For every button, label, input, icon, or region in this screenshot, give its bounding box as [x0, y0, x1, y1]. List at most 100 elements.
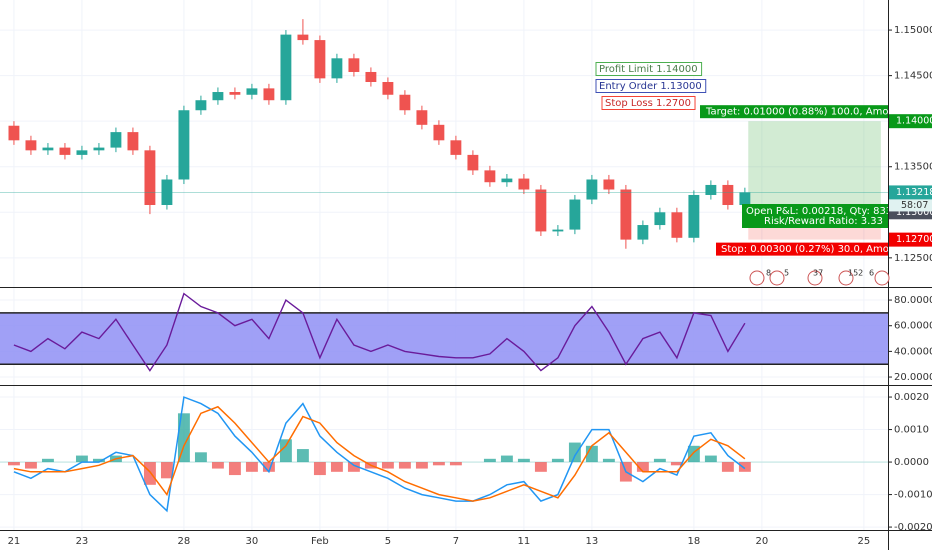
macd-line: [13, 396, 746, 513]
target-zone: [748, 121, 881, 213]
candle-body: [722, 184, 734, 205]
stop-label: Stop: 0.00300 (0.27%) 30.0, Amount: [721, 244, 906, 255]
candle-body: [688, 194, 700, 238]
macd-histogram-bar: [279, 439, 292, 463]
macd-histogram-bar: [381, 462, 394, 469]
x-tick-label: 20: [756, 536, 769, 547]
macd-histogram-bar: [432, 462, 445, 466]
event-icon[interactable]: [838, 270, 854, 286]
y-tick-label: 1.12500: [894, 253, 932, 264]
candle-body: [365, 71, 377, 82]
candle-body: [654, 212, 666, 226]
x-tick-label: 25: [857, 536, 870, 547]
macd-histogram-bar: [687, 445, 700, 463]
y-tick-label: 0.0000: [894, 457, 929, 468]
event-icon[interactable]: [807, 270, 823, 286]
y-tick-label: 1.15000: [894, 25, 932, 36]
order-label: Profit Limit 1.14000: [599, 64, 698, 75]
price-badge-label: 1.13000: [896, 207, 932, 218]
rsi-line: [13, 292, 746, 372]
candle-body: [314, 40, 326, 79]
x-tick-label: 11: [518, 536, 531, 547]
order-label-box: [595, 79, 707, 93]
x-tick-label: 18: [688, 536, 701, 547]
y-tick-label: -0.0020: [894, 522, 932, 533]
event-icons: 8 5 37 152 6: [749, 269, 890, 286]
macd-histogram-bar: [551, 458, 564, 463]
macd-histogram-bar: [483, 458, 496, 463]
candle-body: [433, 124, 445, 141]
macd-histogram-bar: [211, 462, 224, 469]
candle-body: [637, 225, 649, 240]
macd-histogram-bar: [177, 413, 190, 463]
stop-label-bg: [716, 242, 888, 256]
macd-histogram-bar: [7, 462, 20, 466]
macd-histogram-bar: [636, 462, 649, 472]
macd-histogram-bar: [194, 452, 207, 463]
candle-body: [620, 189, 632, 240]
rsi-band: [0, 312, 888, 365]
macd-histogram-bar: [670, 462, 683, 466]
event-icon[interactable]: [769, 270, 785, 286]
macd-histogram-bar: [602, 458, 615, 463]
axes: 21 23 28 30 Feb 5 7 11 13 18 20 25 1.12500 1.13000 1.1…: [8, 25, 932, 547]
price-badge: [889, 185, 932, 200]
macd-histogram-bar: [449, 462, 462, 466]
candle-body: [552, 229, 564, 232]
y-tick-label: -0.0010: [894, 490, 932, 501]
macd-pane: [0, 386, 888, 530]
candle-body: [569, 199, 581, 230]
macd-histogram-bar: [585, 445, 598, 463]
candle-body: [382, 82, 394, 95]
candle-body: [8, 125, 20, 141]
macd-histogram-bar: [245, 462, 258, 472]
candle-body: [229, 92, 241, 95]
macd-histogram-bar: [653, 458, 666, 463]
candle-body: [178, 110, 190, 180]
event-count: 8: [766, 269, 771, 278]
candle-body: [297, 34, 309, 41]
event-icon[interactable]: [749, 270, 765, 286]
macd-histogram-bar: [296, 449, 309, 463]
candle-body: [42, 147, 54, 151]
macd-histogram-bar: [313, 462, 326, 476]
candle-body: [450, 140, 462, 155]
event-icon[interactable]: [874, 270, 890, 286]
candle-body: [671, 212, 683, 238]
order-label-box: [595, 62, 703, 76]
event-count: 152: [848, 269, 863, 278]
signal-line: [13, 405, 746, 502]
macd-histogram-bar: [330, 462, 343, 472]
price-pane: [0, 0, 888, 287]
x-tick-label: 7: [453, 536, 459, 547]
x-tick-label: 30: [246, 536, 259, 547]
pnl-label: Open P&L: 0.00218, Qty: 83333: [746, 206, 905, 217]
candle-body: [93, 147, 105, 151]
candle-body: [501, 178, 513, 183]
macd-histogram-bar: [398, 462, 411, 469]
candle-body: [212, 92, 224, 101]
price-badge-label: 1.14000: [896, 116, 932, 127]
candle-body: [586, 179, 598, 200]
price-badge-label: 1.13218: [896, 187, 932, 198]
x-tick-label: 13: [586, 536, 599, 547]
price-badge: [889, 232, 932, 247]
macd-histogram-bar: [517, 458, 530, 463]
macd-histogram-bar: [41, 458, 54, 463]
x-tick-label: 5: [385, 536, 391, 547]
event-count: 5: [784, 269, 789, 278]
candle-body: [25, 140, 37, 151]
x-tick-label: 23: [76, 536, 89, 547]
candle-body: [76, 150, 88, 155]
candle-body: [603, 179, 615, 190]
event-count: 37: [813, 269, 823, 278]
macd-histogram-bar: [160, 462, 173, 479]
macd-histogram-bar: [704, 455, 717, 463]
candle-body: [280, 34, 292, 101]
candle-body: [144, 150, 156, 205]
order-label: Stop Loss 1.2700: [605, 98, 691, 109]
y-tick-label: 40.0000: [894, 346, 932, 357]
macd-histogram-bar: [534, 462, 547, 472]
candle-body: [467, 154, 479, 171]
